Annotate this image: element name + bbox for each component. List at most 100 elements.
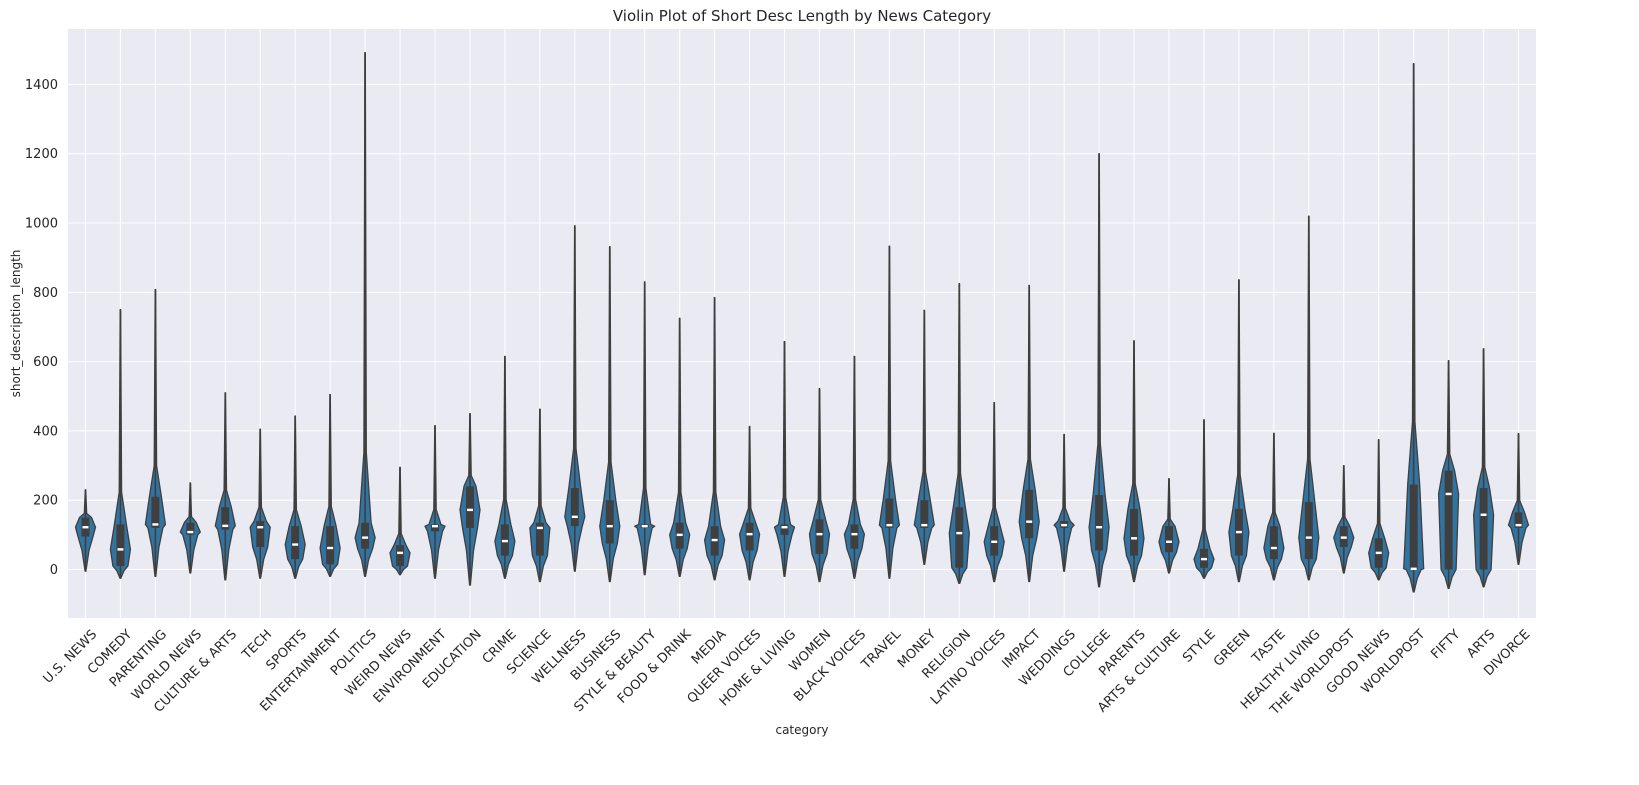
y-tick-label: 1400	[25, 78, 58, 93]
violin-median	[606, 524, 613, 528]
violin-median	[466, 508, 473, 512]
violin-iqr-box	[885, 498, 894, 528]
y-tick-label: 1000	[25, 217, 58, 232]
violin-median	[1096, 526, 1103, 529]
violin	[1193, 419, 1215, 579]
violin-median	[1410, 567, 1417, 571]
violin	[738, 425, 761, 581]
violin-median	[1445, 492, 1452, 496]
y-tick-labels: 0 200 400 600 800 1000 1200 1400	[25, 78, 58, 578]
violin	[913, 309, 935, 565]
violin	[389, 466, 411, 576]
violin	[459, 412, 481, 586]
violin	[669, 317, 691, 578]
violin	[179, 482, 201, 574]
violin-iqr-box	[780, 524, 789, 535]
violin-iqr-box	[920, 500, 929, 528]
violin-iqr-box	[186, 522, 195, 535]
violin	[1018, 284, 1040, 583]
violin	[1403, 62, 1425, 593]
violin-iqr-box	[570, 488, 579, 527]
y-tick-label: 200	[33, 494, 58, 509]
violin	[1298, 215, 1320, 581]
violin-iqr-box	[1304, 501, 1313, 560]
violin	[249, 428, 271, 579]
violin	[983, 401, 1005, 583]
violin-iqr-box	[955, 507, 964, 568]
violin-iqr-box	[1025, 489, 1034, 539]
violin-median	[886, 523, 893, 527]
violin-median	[1131, 537, 1138, 540]
violin-median	[1270, 546, 1277, 550]
violin	[109, 308, 132, 579]
violin-iqr-box	[465, 486, 474, 528]
violin-median	[1235, 530, 1242, 534]
violin	[144, 288, 167, 578]
y-tick-label: 600	[33, 355, 58, 370]
y-axis-label: short_description_length	[9, 250, 23, 398]
violin	[1158, 478, 1180, 574]
violin-median	[432, 524, 438, 528]
violin	[599, 245, 621, 583]
violin-median	[292, 543, 299, 546]
violin-median	[117, 548, 124, 551]
violin	[284, 415, 306, 579]
violin	[948, 283, 970, 585]
violin	[354, 51, 376, 578]
violin	[529, 408, 551, 583]
violin-iqr-box	[1130, 508, 1139, 556]
violin-median	[1200, 557, 1207, 561]
violin-median	[571, 515, 578, 519]
plot-background	[68, 29, 1536, 618]
violin-median	[1305, 536, 1312, 539]
violin-median	[1515, 523, 1522, 527]
violin-median	[851, 532, 858, 536]
violin-median	[746, 532, 753, 536]
violin-iqr-box	[1095, 495, 1104, 551]
violin-iqr-box	[1514, 512, 1523, 528]
violin-median	[956, 531, 963, 535]
violin-median	[536, 526, 543, 530]
violin-iqr-box	[815, 519, 824, 554]
violin	[1088, 153, 1110, 588]
violin-median	[1480, 513, 1487, 516]
violin-median	[921, 523, 928, 527]
violin	[1368, 438, 1390, 581]
violin	[1472, 348, 1495, 588]
violin-median	[397, 551, 404, 555]
y-tick-label: 800	[33, 286, 58, 301]
y-tick-label: 0	[50, 563, 58, 578]
violin	[494, 355, 516, 579]
violin-median	[711, 538, 718, 542]
violin	[1333, 464, 1355, 574]
violin	[1437, 359, 1460, 590]
violin-iqr-box	[850, 524, 859, 549]
violin-median	[816, 532, 823, 536]
violin-median	[1375, 551, 1382, 555]
violin-median	[187, 530, 194, 534]
violin-iqr-box	[1409, 484, 1418, 570]
x-tick-label: U.S. NEWS	[41, 627, 101, 687]
violin-median	[82, 526, 89, 529]
violin-iqr-box	[396, 545, 405, 567]
violin-iqr-box	[1269, 526, 1278, 560]
violin-median	[257, 526, 264, 529]
chart-title: Violin Plot of Short Desc Length by News…	[613, 7, 991, 25]
violin-iqr-box	[291, 526, 300, 560]
violin-median	[327, 546, 334, 550]
violin-iqr-box	[431, 524, 439, 532]
y-tick-label: 1200	[25, 147, 58, 162]
violin	[1228, 279, 1250, 583]
violin-iqr-box	[605, 500, 614, 544]
violin	[564, 225, 586, 572]
violin-iqr-box	[221, 507, 230, 530]
violin-median	[676, 533, 683, 537]
violin-median	[1340, 536, 1347, 539]
violin-iqr-box	[1444, 470, 1453, 570]
x-tick-label: FIFTY	[1428, 627, 1463, 662]
violin-iqr-box	[326, 526, 335, 565]
violin	[214, 392, 236, 581]
violin	[843, 355, 866, 579]
violin-iqr-box	[745, 522, 754, 551]
